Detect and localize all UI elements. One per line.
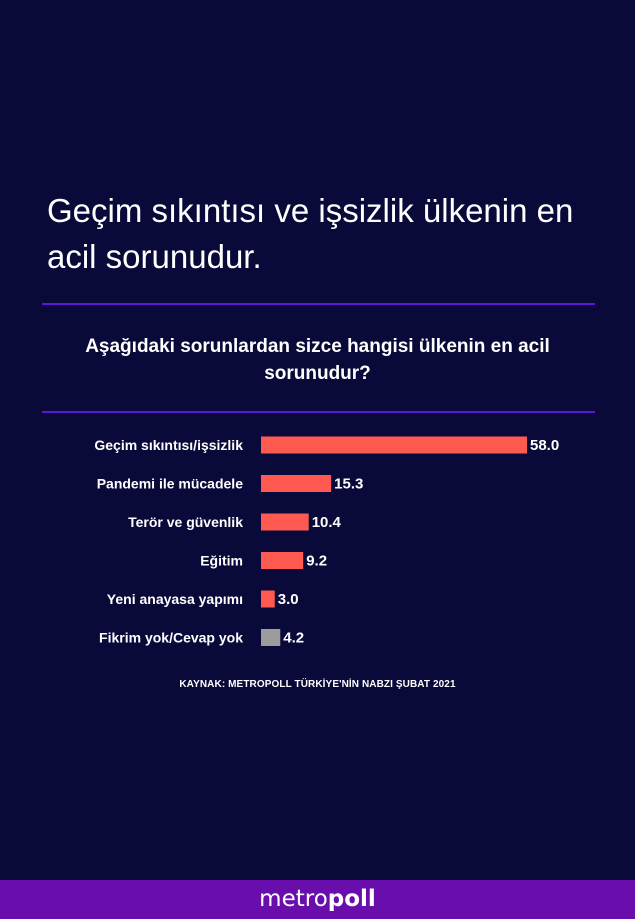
value-label: 9.2 [306,553,327,570]
category-label: Eğitim [200,553,243,569]
headline: Geçim sıkıntısı ve işsizlik ülkenin en a… [47,192,574,275]
value-label: 15.3 [334,476,363,493]
divider-bottom [42,411,595,413]
value-label: 3.0 [278,591,299,608]
bar [261,436,527,454]
footer-bar: metropoll [0,880,635,919]
bar-chart: Geçim sıkıntısı/işsizlik 58.0 Pandemi ile … [94,436,559,647]
bar [261,629,281,646]
divider-top [42,303,595,305]
bar [261,590,275,608]
category-label: Yeni anayasa yapımı [107,591,243,607]
value-label: 10.4 [312,514,342,531]
logo-text-poll: poll [327,886,376,912]
category-label: Terör ve güvenlik [128,514,243,530]
bar [261,513,309,531]
bar [261,475,332,492]
category-label: Fikrim yok/Cevap yok [99,630,243,646]
category-label: Geçim sıkıntısı/işsizlik [94,437,243,453]
category-label: Pandemi ile mücadele [97,476,243,492]
bar [261,552,304,569]
source-note: KAYNAK: METROPOLL TÜRKİYE'NİN NABZI ŞUBA… [179,679,456,690]
value-label: 4.2 [283,630,304,647]
logo-text-metro: metro [259,886,328,912]
value-label: 58.0 [530,437,559,454]
chart-title: Aşağıdaki sorunlardan sizce hangisi ülke… [85,336,550,384]
